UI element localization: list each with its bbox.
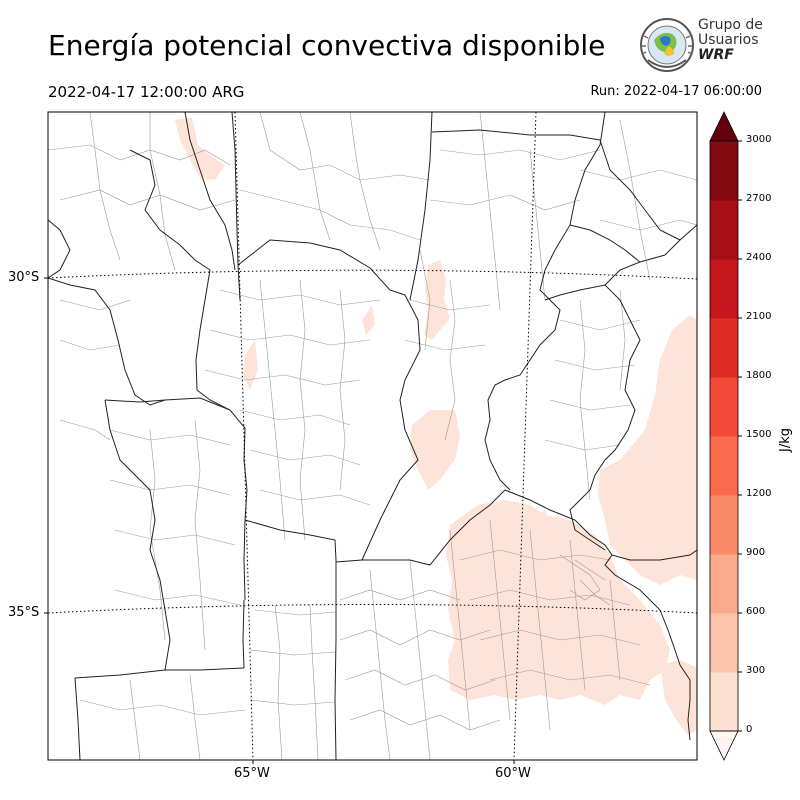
map-frame bbox=[47, 111, 698, 761]
border-corrientes bbox=[569, 224, 641, 263]
lon-line-60w bbox=[513, 112, 537, 760]
lat-label-35s: 35°S bbox=[8, 605, 40, 620]
lat-line-30s bbox=[48, 269, 697, 280]
colorbar-tick-label: 2100 bbox=[746, 311, 772, 322]
colorbar-bin bbox=[710, 613, 738, 673]
border-neuquen bbox=[74, 677, 81, 760]
logo-line3: WRF bbox=[698, 47, 734, 63]
border-cordoba-south bbox=[244, 519, 337, 760]
colorbar-tick-label: 900 bbox=[746, 547, 766, 558]
border-uruguay-south bbox=[611, 549, 697, 561]
colorbar-bins bbox=[710, 141, 738, 732]
axis-ticks bbox=[44, 277, 515, 764]
border-santa-fe-west bbox=[409, 112, 433, 301]
colorbar-bin bbox=[710, 318, 738, 378]
border-mendoza-south bbox=[74, 667, 245, 679]
border-misiones bbox=[599, 139, 681, 241]
map-title: Energía potencial convectiva disponible bbox=[48, 29, 606, 62]
border-mendoza-east bbox=[242, 599, 245, 669]
colorbar-tick-label: 1800 bbox=[746, 370, 772, 381]
colorbar-extend-top bbox=[709, 111, 739, 142]
lon-line-65w bbox=[234, 112, 254, 760]
colorbar-tick-label: 0 bbox=[746, 724, 753, 735]
border-entre-rios-east bbox=[544, 284, 641, 551]
border-santa-fe-top bbox=[431, 129, 601, 141]
colorbar-tick-label: 1500 bbox=[746, 429, 772, 440]
border-parana bbox=[484, 112, 606, 491]
colorbar-bin bbox=[710, 672, 738, 732]
cape-area-streak bbox=[362, 305, 375, 335]
lon-label-60w: 60°W bbox=[495, 766, 531, 781]
border-mendoza-north bbox=[104, 397, 231, 411]
colorbar-extend-bottom bbox=[709, 730, 739, 761]
lat-label-30s: 30°S bbox=[8, 270, 40, 285]
colorbar-bin bbox=[710, 377, 738, 437]
wrf-logo: Grupo de Usuarios WRF bbox=[638, 16, 763, 74]
cape-area-streak-2 bbox=[243, 340, 258, 390]
border-catamarca bbox=[231, 112, 241, 301]
colorbar-bin bbox=[710, 554, 738, 614]
colorbar-tickmarks bbox=[738, 140, 742, 732]
border-cordoba-east bbox=[361, 294, 421, 561]
cape-area-santa-fe bbox=[424, 260, 450, 340]
valid-time: 2022-04-17 12:00:00 ARG bbox=[48, 83, 245, 101]
logo-line2: Usuarios bbox=[698, 32, 759, 48]
border-cordoba-north bbox=[237, 239, 406, 296]
colorbar-tick-label: 1200 bbox=[746, 488, 772, 499]
province-boundaries bbox=[48, 112, 697, 760]
lat-line-35s bbox=[48, 604, 697, 614]
border-andes bbox=[48, 219, 71, 279]
border-rio-de-la-plata bbox=[504, 489, 691, 741]
globe-icon bbox=[640, 18, 694, 72]
colorbar-tick-label: 300 bbox=[746, 665, 766, 676]
border-uruguay-river bbox=[604, 224, 697, 286]
colorbar-bin bbox=[710, 141, 738, 201]
colorbar-bin bbox=[710, 495, 738, 555]
graticule bbox=[48, 112, 697, 760]
border-la-pampa-north bbox=[335, 489, 506, 566]
colorbar-tick-label: 2400 bbox=[746, 252, 772, 263]
colorbar-tick-label: 600 bbox=[746, 606, 766, 617]
border-north-cordillera bbox=[129, 149, 211, 271]
colorbar-bin bbox=[710, 259, 738, 319]
cape-area-southeast-tip bbox=[660, 660, 697, 735]
map-panel bbox=[48, 112, 697, 760]
colorbar-bin bbox=[710, 436, 738, 496]
cape-field bbox=[175, 118, 697, 735]
cape-area-north bbox=[175, 118, 225, 180]
colorbar-tick-label: 3000 bbox=[746, 134, 772, 145]
colorbar-bin bbox=[710, 200, 738, 260]
colorbar bbox=[709, 111, 742, 761]
cape-area-buenos-aires bbox=[446, 500, 670, 705]
cape-area-uruguay-coast bbox=[598, 315, 697, 585]
colorbar-tick-label: 2700 bbox=[746, 193, 772, 204]
border-la-rioja bbox=[184, 112, 236, 271]
lon-label-65w: 65°W bbox=[234, 766, 270, 781]
colorbar-unit: J/kg bbox=[778, 428, 793, 452]
run-time: Run: 2022-04-17 06:00:00 bbox=[590, 84, 762, 99]
border-chile-mendoza bbox=[104, 399, 171, 671]
department-boundaries bbox=[48, 112, 697, 760]
logo-line1: Grupo de bbox=[698, 17, 763, 33]
